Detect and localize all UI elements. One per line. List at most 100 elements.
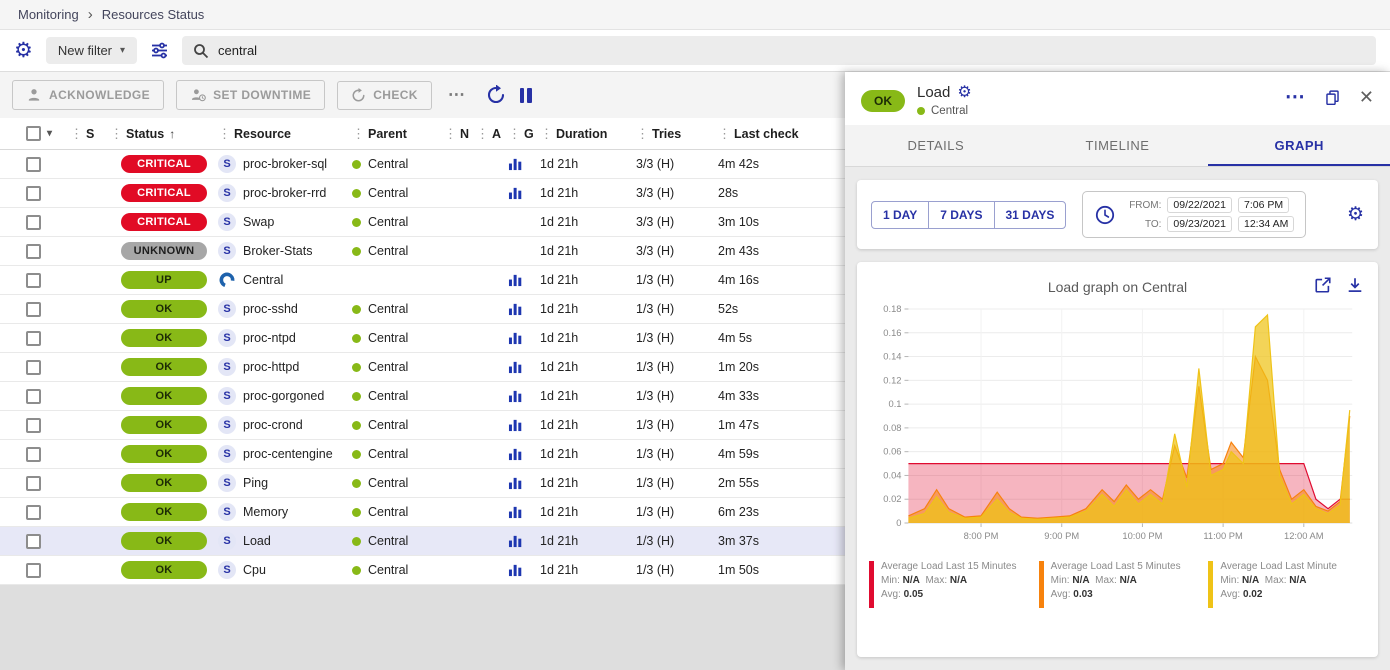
download-icon[interactable] (1346, 276, 1364, 294)
range-button-1-day[interactable]: 1 DAY (871, 200, 930, 229)
graph-icon[interactable] (508, 302, 540, 316)
tab-details[interactable]: DETAILS (907, 138, 965, 153)
row-checkbox[interactable] (26, 504, 41, 520)
pause-icon[interactable] (519, 87, 532, 103)
graph-icon[interactable] (508, 505, 540, 519)
to-date-field[interactable]: 09/23/2021 (1167, 216, 1232, 232)
row-checkbox[interactable] (26, 272, 41, 288)
table-row[interactable]: OK S Memory Central 1d 21h 1/3 (H) 6m 23s (0, 498, 845, 527)
legend-item[interactable]: Average Load Last Minute Min: N/A Max: N/… (1208, 561, 1366, 608)
to-time-field[interactable]: 12:34 AM (1237, 216, 1295, 232)
column-header-severity[interactable]: ⋮ S (70, 125, 95, 141)
table-row[interactable]: OK S Load Central 1d 21h 1/3 (H) 3m 37s (0, 527, 845, 556)
graph-icon[interactable] (508, 418, 540, 432)
column-header-last-check[interactable]: ⋮ Last check (718, 125, 799, 141)
resource-cell[interactable]: S Swap (218, 213, 352, 231)
resource-cell[interactable]: Central (218, 271, 352, 289)
column-header-acknowledged[interactable]: ⋮ A (476, 125, 502, 141)
column-header-notification[interactable]: ⋮ N (444, 125, 470, 141)
breadcrumb-resources-status[interactable]: Resources Status (101, 7, 205, 22)
graph-icon[interactable] (508, 186, 540, 200)
panel-settings-gear-icon[interactable]: ⚙ (957, 83, 972, 101)
resource-cell[interactable]: S Load (218, 532, 352, 550)
graph-icon[interactable] (508, 534, 540, 548)
column-header-graph[interactable]: ⋮ G (508, 125, 534, 141)
search-field[interactable] (182, 36, 1376, 65)
tab-graph[interactable]: GRAPH (1208, 125, 1390, 166)
row-checkbox[interactable] (26, 446, 41, 462)
acknowledge-button[interactable]: ACKNOWLEDGE (12, 80, 165, 110)
legend-item[interactable]: Average Load Last 15 Minutes Min: N/A Max… (869, 561, 1027, 608)
open-in-new-icon[interactable] (1314, 276, 1332, 294)
column-header-duration[interactable]: ⋮ Duration (540, 125, 608, 141)
close-panel-icon[interactable]: ✕ (1358, 87, 1374, 107)
refresh-icon[interactable] (486, 85, 506, 105)
from-date-field[interactable]: 09/22/2021 (1167, 197, 1232, 213)
row-checkbox[interactable] (26, 562, 41, 578)
row-checkbox[interactable] (26, 330, 41, 346)
graph-icon[interactable] (508, 157, 540, 171)
tab-timeline[interactable]: TIMELINE (1085, 138, 1150, 153)
graph-icon[interactable] (508, 447, 540, 461)
table-row[interactable]: CRITICAL S Swap Central 1d 21h 3/3 (H) 3m 10s (0, 208, 845, 237)
table-row[interactable]: OK S Ping Central 1d 21h 1/3 (H) 2m 55s (0, 469, 845, 498)
graph-settings-gear-icon[interactable]: ⚙ (1346, 204, 1364, 225)
set-downtime-button[interactable]: SET DOWNTIME (176, 80, 326, 110)
row-checkbox[interactable] (26, 417, 41, 433)
graph-icon[interactable] (508, 273, 540, 287)
column-header-status[interactable]: ⋮ Status ↑ (110, 125, 176, 141)
row-checkbox[interactable] (26, 185, 41, 201)
filter-settings-gear-icon[interactable]: ⚙ (14, 39, 33, 62)
graph-icon[interactable] (508, 563, 540, 577)
resource-cell[interactable]: S Cpu (218, 561, 352, 579)
graph-icon[interactable] (508, 476, 540, 490)
check-button[interactable]: CHECK (337, 80, 432, 110)
range-button-31-days[interactable]: 31 DAYS (993, 200, 1067, 229)
row-checkbox[interactable] (26, 533, 41, 549)
row-checkbox[interactable] (26, 214, 41, 230)
row-checkbox[interactable] (26, 388, 41, 404)
table-row[interactable]: UNKNOWN S Broker-Stats Central 1d 21h 3/3 (H)… (0, 237, 845, 266)
graph-icon[interactable] (508, 389, 540, 403)
copy-link-icon[interactable] (1324, 89, 1341, 106)
row-checkbox[interactable] (26, 243, 41, 259)
new-filter-dropdown[interactable]: New filter ▾ (45, 37, 138, 64)
panel-more-icon[interactable]: ⋯ (1284, 86, 1306, 108)
advanced-filter-tune-icon[interactable] (150, 41, 169, 60)
row-checkbox[interactable] (26, 301, 41, 317)
range-button-7-days[interactable]: 7 DAYS (928, 200, 995, 229)
resource-cell[interactable]: S Memory (218, 503, 352, 521)
table-row[interactable]: UP Central 1d 21h 1/3 (H) 4m 16s (0, 266, 845, 295)
column-header-parent[interactable]: ⋮ Parent (352, 125, 407, 141)
row-checkbox[interactable] (26, 156, 41, 172)
from-time-field[interactable]: 7:06 PM (1237, 197, 1290, 213)
more-actions-button[interactable]: ⋯ (444, 85, 470, 105)
graph-icon[interactable] (508, 360, 540, 374)
resource-cell[interactable]: S Broker-Stats (218, 242, 352, 260)
row-checkbox[interactable] (26, 359, 41, 375)
column-header-resource[interactable]: ⋮ Resource (218, 125, 291, 141)
breadcrumb-monitoring[interactable]: Monitoring (18, 7, 79, 22)
table-row[interactable]: OK S Cpu Central 1d 21h 1/3 (H) 1m 50s (0, 556, 845, 585)
select-options-chevron-icon[interactable]: ▾ (47, 128, 53, 139)
graph-icon[interactable] (508, 331, 540, 345)
search-input[interactable] (218, 43, 1365, 58)
column-header-tries[interactable]: ⋮ Tries (636, 125, 682, 141)
row-checkbox[interactable] (26, 475, 41, 491)
load-graph-svg[interactable]: 0 0.02 0.04 0.06 0.08 0.1 0.12 0.14 0.16 0.18 8:00… (867, 299, 1368, 551)
